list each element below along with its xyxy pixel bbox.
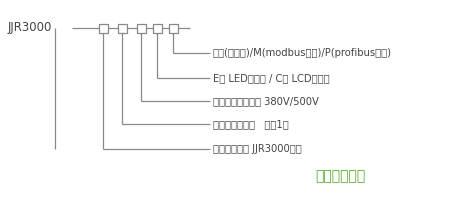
Text: 雷诺尔代理商: 雷诺尔代理商: [314, 169, 364, 183]
Bar: [99, 24, 108, 32]
Text: 主回路工作电流   注｛1｝: 主回路工作电流 注｛1｝: [212, 119, 288, 129]
Bar: [152, 24, 161, 32]
Bar: [137, 24, 146, 32]
Bar: [169, 24, 178, 32]
Text: 主回路工作电压： 380V/500V: 主回路工作电压： 380V/500V: [212, 96, 318, 106]
Bar: [118, 24, 127, 32]
Text: E： LED显示屏 / C： LCD显示屏: E： LED显示屏 / C： LCD显示屏: [212, 73, 329, 83]
Text: JJR3000: JJR3000: [8, 22, 52, 34]
Text: 空白(无总线)/M(modbus总线)/P(profibus总线): 空白(无总线)/M(modbus总线)/P(profibus总线): [212, 48, 391, 58]
Text: 起动器代号： JJR3000系列: 起动器代号： JJR3000系列: [212, 144, 301, 154]
